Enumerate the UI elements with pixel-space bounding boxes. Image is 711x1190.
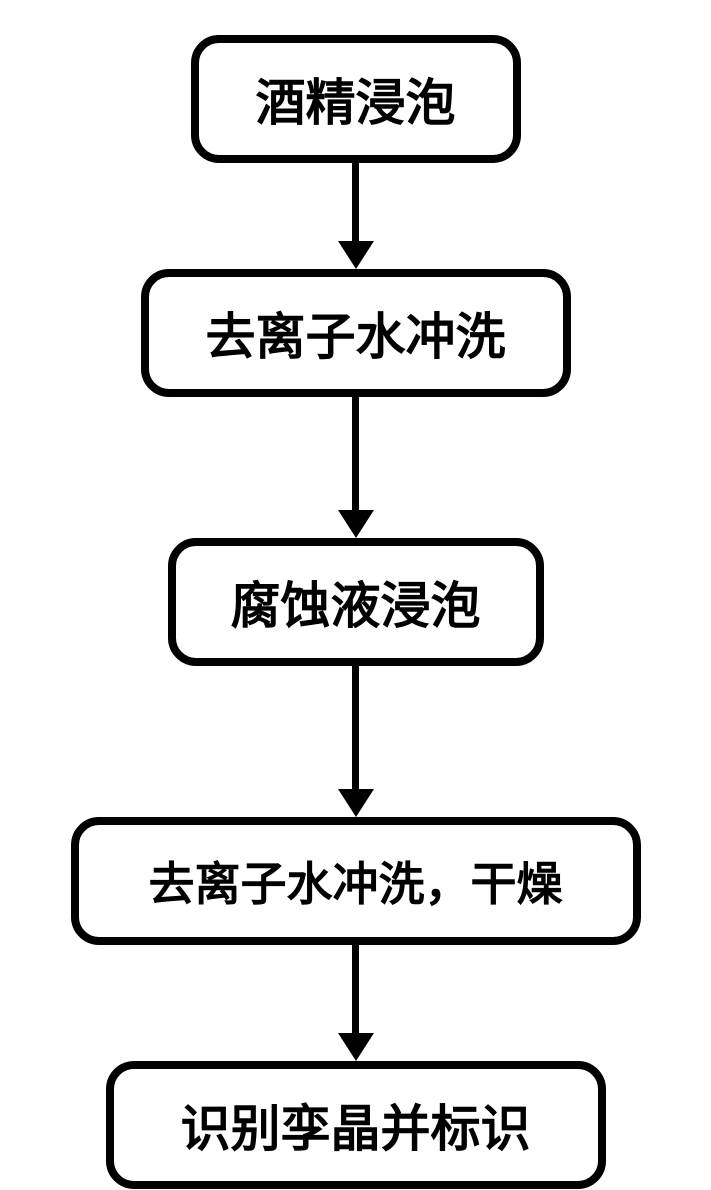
arrow-line [352,945,359,1035]
flowchart-node-5: 识别孪晶并标识 [106,1061,606,1189]
node-label: 腐蚀液浸泡 [231,566,481,638]
arrow-head-icon [338,510,374,538]
flowchart-node-4: 去离子水冲洗，干燥 [71,817,641,945]
flowchart-arrow-2 [338,397,374,538]
node-label: 去离子水冲洗 [206,297,506,369]
flowchart-arrow-4 [338,945,374,1061]
flowchart-arrow-1 [338,163,374,269]
flowchart-arrow-3 [338,666,374,817]
arrow-head-icon [338,241,374,269]
arrow-line [352,666,359,791]
arrow-head-icon [338,789,374,817]
flowchart-node-1: 酒精浸泡 [191,35,521,163]
node-label: 识别孪晶并标识 [181,1089,531,1161]
node-label: 酒精浸泡 [256,63,456,135]
flowchart-node-3: 腐蚀液浸泡 [168,538,544,666]
arrow-line [352,163,359,243]
arrow-head-icon [338,1033,374,1061]
arrow-line [352,397,359,512]
flowchart-node-2: 去离子水冲洗 [141,269,571,397]
flowchart-container: 酒精浸泡 去离子水冲洗 腐蚀液浸泡 去离子水冲洗，干燥 识别孪晶并标识 [0,0,711,1189]
node-label: 去离子水冲洗，干燥 [149,848,563,914]
